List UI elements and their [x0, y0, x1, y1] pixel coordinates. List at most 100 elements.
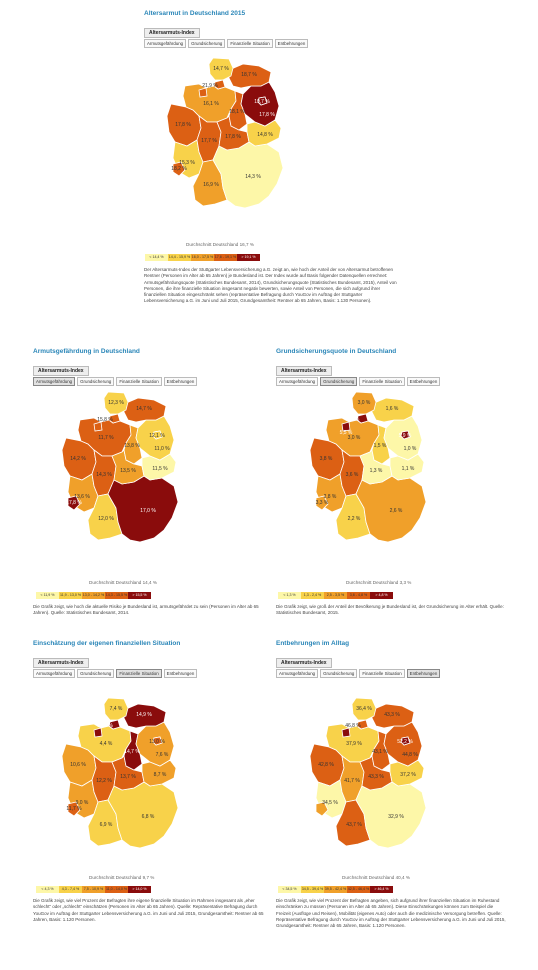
value-label-sn: 37,2 % — [400, 772, 416, 778]
legend-item: 16,0 - 17,5 % — [191, 254, 214, 261]
value-label-st: 13,8 % — [124, 443, 140, 449]
legend-item: < 1,3 % — [278, 592, 301, 599]
tab-group: Altersarmuts-Index Armutsgefährdung Grunds… — [33, 359, 198, 386]
tab-grundsicherung[interactable]: Grundsicherung — [77, 669, 115, 678]
value-label-by: 6,8 % — [142, 814, 155, 820]
value-label-bb: 1,0 % — [404, 446, 417, 452]
value-label-hh: 15,8 % — [97, 417, 113, 423]
tab-group: Altersarmuts-Index Armutsgefährdung Grunds… — [33, 651, 198, 678]
value-label-ni: 11,7 % — [98, 435, 114, 441]
state-mv[interactable] — [228, 63, 272, 89]
value-label-he: 3,6 % — [346, 472, 359, 478]
tab-altersarmuts-index[interactable]: Altersarmuts-Index — [276, 658, 332, 668]
tab-row: Armutsgefährdung Grundsicherung Finanziell… — [276, 669, 441, 678]
tab-grundsicherung[interactable]: Grundsicherung — [320, 377, 358, 386]
state-mv[interactable] — [371, 703, 415, 729]
value-label-hh: 5,8 % — [347, 417, 360, 423]
state-sl[interactable] — [315, 495, 329, 511]
state-hb[interactable] — [93, 727, 103, 738]
value-label-he: 17,7 % — [201, 138, 217, 144]
value-label-sh: 12,3 % — [108, 400, 124, 406]
tab-altersarmuts-index[interactable]: Altersarmuts-Index — [33, 366, 89, 376]
value-label-sn: 1,1 % — [402, 466, 415, 472]
tab-armutsgefaehrdung[interactable]: Armutsgefährdung — [276, 669, 319, 678]
tab-armutsgefaehrdung[interactable]: Armutsgefährdung — [33, 377, 76, 386]
legend: < 14,4 % 14,4 - 15,9 % 16,0 - 17,5 % 17,6 -… — [145, 254, 260, 261]
tab-row: Armutsgefährdung Grundsicherung Finanziell… — [33, 377, 198, 386]
state-hb[interactable] — [341, 421, 351, 432]
panel-title: Altersarmut in Deutschland 2015 — [144, 10, 246, 17]
state-be[interactable] — [257, 96, 268, 106]
value-label-st: 1,5 % — [374, 443, 387, 449]
value-label-sl: 17,8 % — [66, 500, 82, 506]
state-hh[interactable] — [356, 719, 369, 730]
value-label-mv: 18,7 % — [241, 72, 257, 78]
description: Die Grafik zeigt, wie viel Prozent der B… — [276, 898, 506, 929]
tab-entbehrungen[interactable]: Entbehrungen — [406, 377, 441, 386]
value-label-bb: 7,6 % — [156, 752, 169, 758]
legend-item: 1,3 - 2,4 % — [301, 592, 324, 599]
legend-item: < 4,3 % — [36, 886, 59, 893]
tab-finanzielle-situation[interactable]: Finanzielle Situation — [116, 377, 162, 386]
tab-armutsgefaehrdung[interactable]: Armutsgefährdung — [276, 377, 319, 386]
state-mv[interactable] — [371, 397, 415, 423]
state-be[interactable] — [400, 736, 411, 746]
state-hh[interactable] — [108, 719, 121, 730]
tab-entbehrungen[interactable]: Entbehrungen — [274, 39, 309, 48]
panel-altersarmut: Altersarmut in Deutschland 2015 Altersar… — [144, 10, 309, 48]
state-hb[interactable] — [93, 421, 103, 432]
panel-title: Einschätzung der eigenen finanziellen Si… — [33, 640, 181, 647]
state-sl[interactable] — [67, 801, 81, 817]
state-sl[interactable] — [172, 161, 186, 177]
tab-row: Armutsgefährdung Grundsicherung Finanziell… — [144, 39, 309, 48]
tab-entbehrungen[interactable]: Entbehrungen — [163, 377, 198, 386]
value-label-bw: 6,9 % — [100, 822, 113, 828]
legend-item: > 14,0 % — [128, 886, 151, 893]
tab-altersarmuts-index[interactable]: Altersarmuts-Index — [33, 658, 89, 668]
value-label-sh: 7,4 % — [110, 706, 123, 712]
value-label-be: 13,0 % — [149, 739, 165, 745]
tab-armutsgefaehrdung[interactable]: Armutsgefährdung — [144, 39, 187, 48]
tab-entbehrungen[interactable]: Entbehrungen — [406, 669, 441, 678]
state-sl[interactable] — [67, 495, 81, 511]
value-label-th: 43,3 % — [368, 774, 384, 780]
value-label-sl: 18,2 % — [171, 166, 187, 172]
tab-altersarmuts-index[interactable]: Altersarmuts-Index — [276, 366, 332, 376]
legend-item: 11,0 - 14,0 % — [105, 886, 128, 893]
legend-item: 39,5 - 42,4 % — [324, 886, 347, 893]
state-mv[interactable] — [123, 703, 167, 729]
state-mv[interactable] — [123, 397, 167, 423]
state-hh[interactable] — [108, 413, 121, 424]
state-hb[interactable] — [198, 87, 208, 98]
tab-grundsicherung[interactable]: Grundsicherung — [320, 669, 358, 678]
state-be[interactable] — [152, 430, 163, 440]
state-sl[interactable] — [315, 801, 329, 817]
tab-entbehrungen[interactable]: Entbehrungen — [163, 669, 198, 678]
value-label-rp: 15,3 % — [179, 160, 195, 166]
state-hh[interactable] — [213, 79, 226, 90]
value-label-by: 2,6 % — [390, 508, 403, 514]
description: Die Grafik zeigt, wie hoch die aktuelle … — [33, 604, 259, 616]
value-label-bb: 17,8 % — [259, 112, 275, 118]
legend: < 34,5 % 34,5 - 39,4 % 39,5 - 42,4 % 42,5 -… — [278, 886, 393, 893]
state-be[interactable] — [152, 736, 163, 746]
tab-grundsicherung[interactable]: Grundsicherung — [77, 377, 115, 386]
tab-finanzielle-situation[interactable]: Finanzielle Situation — [359, 377, 405, 386]
tab-finanzielle-situation[interactable]: Finanzielle Situation — [116, 669, 162, 678]
average-label: Durchschnitt Deutschland 40,4 % — [342, 875, 410, 880]
legend-item: 7,5 - 10,9 % — [82, 886, 105, 893]
legend-item: > 4,8 % — [370, 592, 393, 599]
tab-altersarmuts-index[interactable]: Altersarmuts-Index — [144, 28, 200, 38]
tab-finanzielle-situation[interactable]: Finanzielle Situation — [227, 39, 273, 48]
state-be[interactable] — [400, 430, 411, 440]
value-label-rp: 34,5 % — [322, 800, 338, 806]
legend-item: 14,4 - 15,9 % — [168, 254, 191, 261]
germany-map: 42,8 % 37,9 % 34,5 % 41,7 % 43,7 % 32,9 % 43,3… — [309, 697, 427, 849]
germany-map: 10,6 % 4,4 % 9,0 %11,7 % 12,2 % 6,9 % 6,8 % 13… — [61, 697, 179, 849]
value-label-ni: 3,0 % — [348, 435, 361, 441]
tab-finanzielle-situation[interactable]: Finanzielle Situation — [359, 669, 405, 678]
tab-armutsgefaehrdung[interactable]: Armutsgefährdung — [33, 669, 76, 678]
state-hb[interactable] — [341, 727, 351, 738]
state-hh[interactable] — [356, 413, 369, 424]
tab-grundsicherung[interactable]: Grundsicherung — [188, 39, 226, 48]
